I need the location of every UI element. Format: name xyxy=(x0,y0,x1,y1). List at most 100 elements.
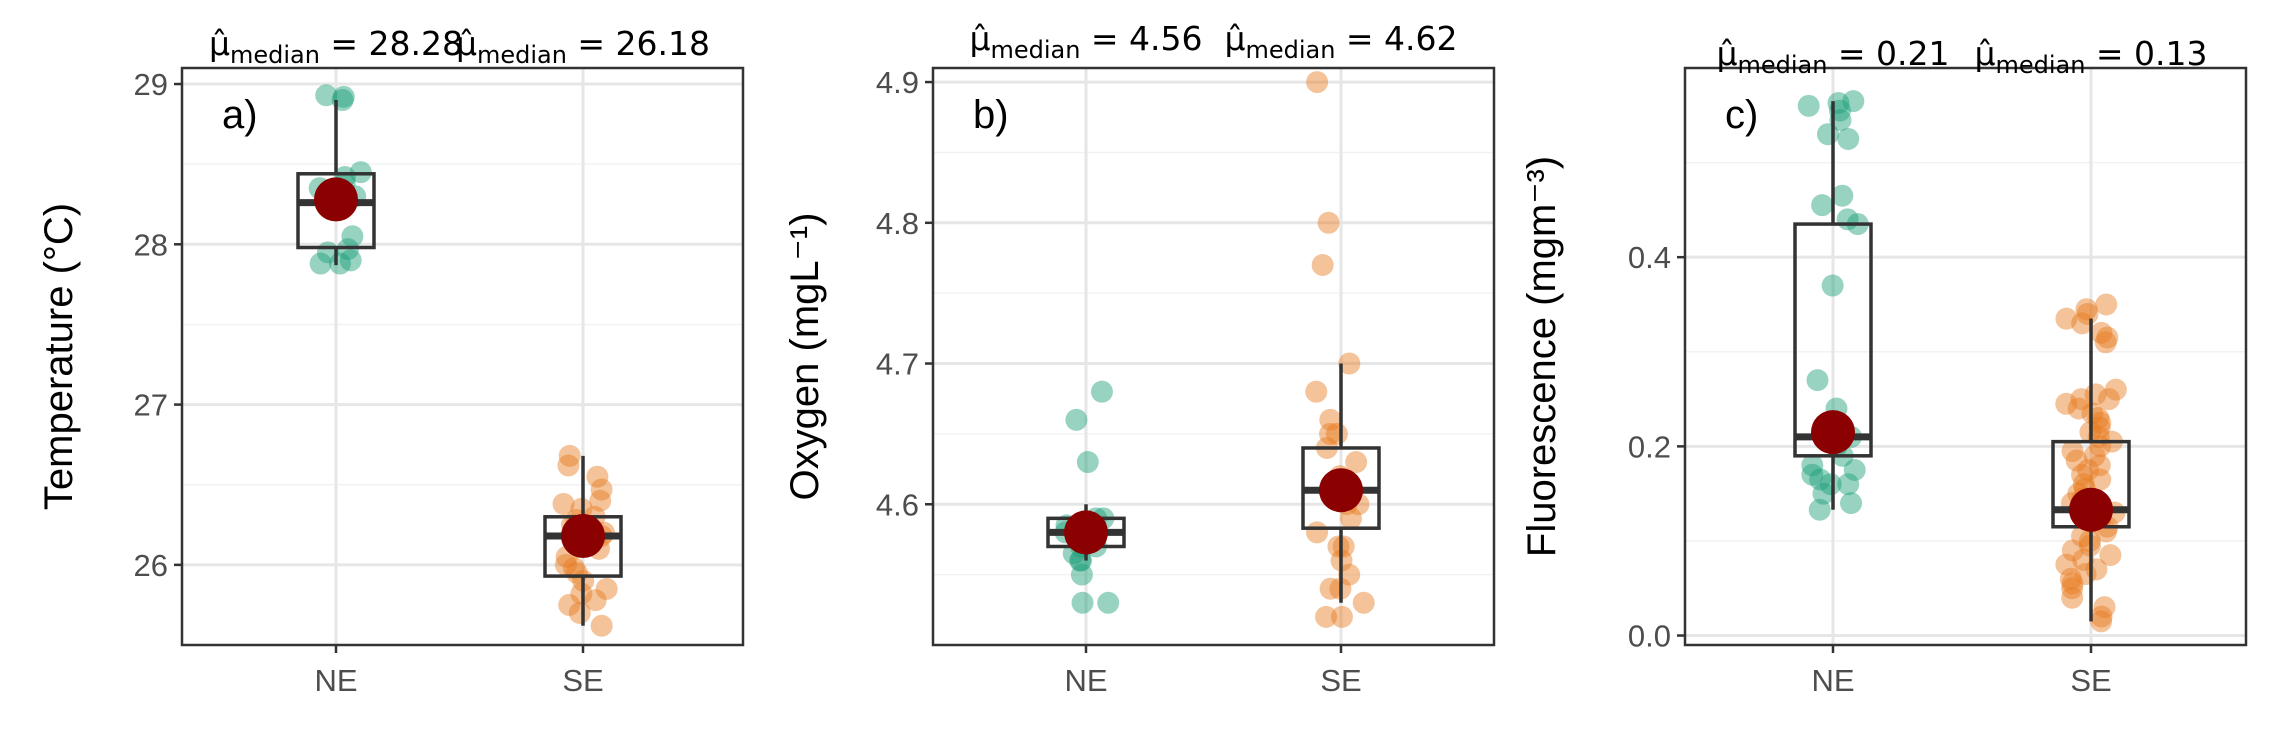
box-iqr xyxy=(1793,222,1873,458)
data-point xyxy=(2095,293,2118,316)
data-point xyxy=(2088,454,2111,477)
plot-background xyxy=(933,68,1494,645)
x-tick-label: NE xyxy=(1064,663,1107,698)
data-point xyxy=(2088,416,2111,439)
data-point xyxy=(562,557,585,580)
y-tick-label: 27 xyxy=(134,388,168,423)
data-point xyxy=(2097,388,2120,411)
data-point xyxy=(2061,440,2084,463)
panel-label: a) xyxy=(222,93,258,137)
data-point xyxy=(1317,211,1340,234)
data-point xyxy=(341,225,364,248)
data-point xyxy=(2061,577,2084,600)
data-point xyxy=(558,593,581,616)
data-point xyxy=(1315,605,1338,628)
data-point xyxy=(1090,380,1113,403)
data-point xyxy=(1305,380,1328,403)
panel-a: 26 27 28 29 NE SE Temperature (°C) a) μ̂median =… xyxy=(37,24,745,698)
data-point xyxy=(2099,544,2122,567)
data-point xyxy=(2075,298,2098,321)
median-annotation: μ̂median = 4.56 xyxy=(969,19,1202,64)
data-point xyxy=(2067,397,2090,420)
plot-background xyxy=(1685,68,2246,645)
data-point xyxy=(1097,591,1120,614)
data-point xyxy=(1842,90,1865,113)
data-point xyxy=(2090,610,2113,633)
y-tick-label: 0.4 xyxy=(1628,240,1671,275)
x-tick-label: SE xyxy=(2070,663,2111,698)
y-tick-label: 0.0 xyxy=(1628,619,1671,654)
data-point xyxy=(1327,535,1350,558)
data-point xyxy=(2061,572,2084,595)
panel-label: c) xyxy=(1725,93,1758,137)
data-point xyxy=(1319,408,1342,431)
data-point xyxy=(590,614,613,637)
x-tick-label: NE xyxy=(314,663,357,698)
y-tick-label: 4.7 xyxy=(876,347,919,382)
x-tick-label: SE xyxy=(1320,663,1361,698)
data-point xyxy=(558,444,581,467)
data-point xyxy=(1338,563,1361,586)
data-point xyxy=(552,492,575,515)
data-point xyxy=(339,249,362,272)
data-point xyxy=(568,601,591,624)
data-point xyxy=(1801,463,1824,486)
data-point xyxy=(1843,459,1866,482)
x-tick-label: NE xyxy=(1811,663,1854,698)
median-marker xyxy=(2069,487,2113,532)
data-point xyxy=(1840,492,1863,515)
data-point xyxy=(1806,369,1829,392)
data-point xyxy=(2072,548,2095,571)
data-point xyxy=(1306,521,1329,544)
data-point xyxy=(2076,302,2099,325)
y-tick-label: 26 xyxy=(134,548,168,583)
panel-label: b) xyxy=(973,93,1009,137)
data-point xyxy=(315,84,338,107)
median-annotation: μ̂median = 4.62 xyxy=(1224,19,1457,64)
y-tick-label: 29 xyxy=(134,67,168,102)
data-point xyxy=(2104,378,2127,401)
data-point xyxy=(2055,553,2078,576)
data-point xyxy=(1797,94,1820,117)
data-point xyxy=(1801,454,1824,477)
data-point xyxy=(1816,123,1839,146)
data-point xyxy=(1829,109,1852,132)
data-point xyxy=(1837,473,1860,496)
data-point xyxy=(1065,408,1088,431)
data-point xyxy=(2077,459,2100,482)
box-iqr xyxy=(296,172,376,250)
data-point xyxy=(595,577,618,600)
data-point xyxy=(1821,274,1844,297)
median-annotation: μ̂median = 26.18 xyxy=(456,24,710,69)
data-point xyxy=(1352,591,1375,614)
data-point xyxy=(554,553,577,576)
median-marker xyxy=(1319,468,1363,513)
data-point xyxy=(1808,498,1831,521)
data-point xyxy=(1811,194,1834,217)
data-point xyxy=(1332,535,1355,558)
x-tick-label: SE xyxy=(562,663,603,698)
y-tick-label: 28 xyxy=(134,227,168,262)
data-point xyxy=(2090,605,2113,628)
panel-border xyxy=(180,66,745,647)
data-point xyxy=(1076,451,1099,474)
y-axis-label: Fluorescence (mgm⁻³) xyxy=(1520,156,1564,557)
data-point xyxy=(2089,468,2112,491)
data-point xyxy=(2089,411,2112,434)
data-point xyxy=(1319,577,1342,600)
panel-b: 4.6 4.7 4.8 4.9 NE SE Oxygen (mgL⁻¹) b) μ̂median… xyxy=(783,19,1496,698)
panel-border xyxy=(931,66,1496,647)
median-annotation: μ̂median = 28.28 xyxy=(209,24,463,69)
panel-c: 0.0 0.2 0.4 NE SE Fluorescence (mgm⁻³) c) μ̂med… xyxy=(1520,34,2248,698)
data-point xyxy=(2087,406,2110,429)
data-point xyxy=(2055,307,2078,330)
median-marker xyxy=(1811,410,1855,455)
median-marker xyxy=(561,514,605,559)
median-marker xyxy=(1064,510,1108,555)
y-tick-label: 4.6 xyxy=(876,487,919,522)
median-marker xyxy=(314,177,358,222)
data-point xyxy=(2093,596,2116,619)
data-point xyxy=(2055,392,2078,415)
data-point xyxy=(332,85,355,108)
plot-background xyxy=(182,68,743,645)
